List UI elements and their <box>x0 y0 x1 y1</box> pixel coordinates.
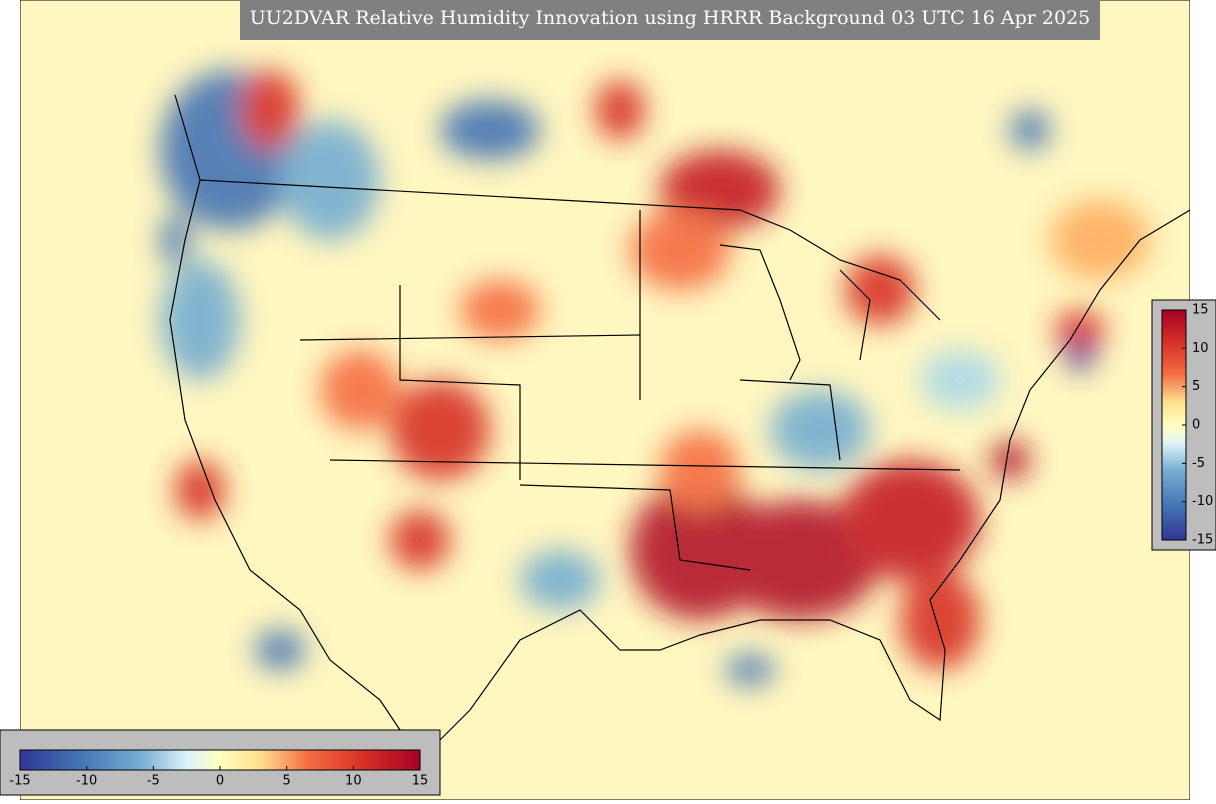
tick-label: 5 <box>283 774 291 789</box>
tick-label: -10 <box>1192 494 1213 509</box>
tick-label: -15 <box>9 774 30 789</box>
colorbar-bottom: -15 -10 -5 0 5 10 15 <box>0 729 441 796</box>
map-field <box>20 0 1190 800</box>
tick-label: 0 <box>216 774 224 789</box>
title-box <box>240 0 1100 40</box>
tick-label: 0 <box>1192 418 1200 433</box>
tick-label: 10 <box>1192 341 1209 356</box>
tick-label: 15 <box>412 774 429 789</box>
tick-label: -10 <box>76 774 97 789</box>
tick-label: -15 <box>1192 533 1213 548</box>
colorbar-right: 15 10 5 0 -5 -10 -15 <box>1151 299 1216 551</box>
tick-label: -5 <box>1192 456 1205 471</box>
map-title: UU2DVAR Relative Humidity Innovation usi… <box>250 7 1091 29</box>
tick-label: 15 <box>1192 303 1209 318</box>
tick-label: -5 <box>147 774 160 789</box>
tick-label: 5 <box>1192 379 1200 394</box>
tick-label: 10 <box>345 774 362 789</box>
